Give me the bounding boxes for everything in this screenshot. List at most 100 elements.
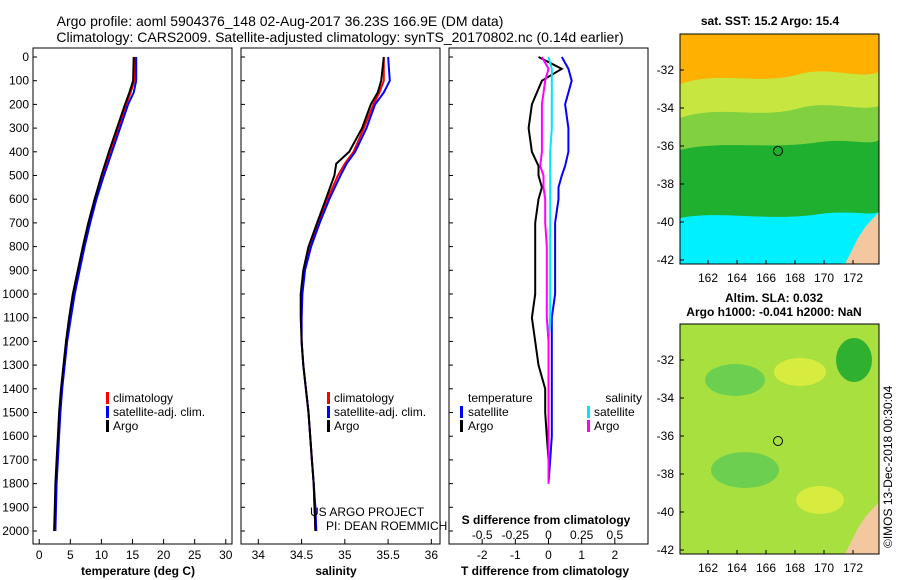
legend-label-t-satellite: satellite — [468, 405, 509, 419]
legend-swatch-s-argo — [587, 420, 590, 432]
series-line-satellite-adj-clim- — [54, 57, 138, 532]
sla-map-title-2: Argo h1000: -0.041 h2000: NaN — [686, 305, 861, 319]
x-tick-label: 34.5 — [290, 548, 314, 562]
depth-tick-label: 1600 — [2, 429, 29, 443]
lon-tick-label: 166 — [756, 561, 776, 575]
sla-low-blob — [705, 364, 765, 396]
legend-swatch-climatology — [106, 392, 109, 404]
depth-tick-label: 1000 — [2, 287, 29, 301]
difference-legend-right: salinity satellite Argo — [587, 391, 642, 433]
legend-title-temperature: temperature — [468, 391, 533, 405]
depth-tick-label: 800 — [9, 240, 29, 254]
series-line-climatology — [300, 57, 385, 532]
legend-label-climatology: climatology — [334, 391, 394, 405]
x-tick-label: 30 — [219, 548, 233, 562]
x-tick-label: 5 — [67, 548, 74, 562]
lon-tick-label: 164 — [727, 271, 747, 285]
lat-tick-label: -34 — [657, 101, 675, 115]
depth-tick-label: 300 — [9, 121, 29, 135]
s-tick-label: 0.5 — [606, 528, 623, 542]
lat-tick-label: -32 — [657, 63, 675, 77]
land-patch — [845, 502, 879, 554]
depth-tick-label: 200 — [9, 97, 29, 111]
x-tick-label: 34 — [252, 548, 266, 562]
depth-tick-label: 2000 — [2, 524, 29, 538]
sla-map-frame — [679, 323, 880, 555]
x-tick-label: 1 — [578, 548, 585, 562]
lat-tick-label: -34 — [657, 391, 675, 405]
depth-tick-label: 0 — [22, 50, 29, 64]
x-tick-label: -2 — [477, 548, 488, 562]
sst-map: 162 164 166 168 170 172 -32 -34 -36 -38 -40 -42 — [657, 33, 880, 285]
temperature-x-axis: 0 5 10 15 20 25 30 — [36, 539, 233, 562]
lon-tick-label: 168 — [785, 561, 805, 575]
temperature-panel-frame — [32, 47, 233, 545]
salinity-xlabel: salinity — [315, 564, 357, 578]
depth-tick-label: 1100 — [3, 311, 29, 325]
x-tick-label: 36 — [425, 548, 439, 562]
land-patch — [845, 212, 879, 264]
sla-low-blob — [836, 338, 872, 382]
legend-swatch-argo — [106, 420, 109, 432]
x-tick-label: 20 — [157, 548, 171, 562]
sst-map-title: sat. SST: 15.2 Argo: 15.4 — [701, 14, 840, 28]
argo-location-marker — [773, 436, 783, 446]
legend-swatch-satellite — [106, 406, 109, 418]
difference-top-label: S difference from climatology — [462, 513, 631, 527]
depth-tick-label: 400 — [9, 145, 29, 159]
sst-cold-band — [680, 212, 879, 264]
sla-high-blob — [774, 358, 826, 386]
legend-swatch-s-satellite — [587, 406, 590, 418]
lat-tick-label: -42 — [657, 253, 675, 267]
lon-tick-label: 172 — [843, 561, 863, 575]
legend-swatch-argo — [327, 420, 330, 432]
difference-xlabel: T difference from climatology — [461, 564, 629, 578]
s-tick-label: -0.25 — [502, 528, 530, 542]
depth-tick-label: 1800 — [2, 477, 29, 491]
legend-swatch-t-argo — [460, 420, 463, 432]
lat-tick-label: -32 — [657, 353, 675, 367]
depth-tick-label: 700 — [9, 216, 29, 230]
sla-map: 162 164 166 168 170 172 -32 -34 -36 -38 -40 -42 — [657, 323, 880, 575]
legend-label-argo: Argo — [113, 419, 139, 433]
sst-map-frame — [679, 33, 880, 265]
depth-tick-label: 1300 — [2, 358, 29, 372]
s-tick-label: -0.5 — [472, 528, 493, 542]
depth-tick-label: 1200 — [2, 334, 29, 348]
legend-label-satellite: satellite-adj. clim. — [334, 405, 426, 419]
lon-tick-label: 172 — [843, 271, 863, 285]
legend-title-salinity: salinity — [605, 391, 642, 405]
title-line-2: Climatology: CARS2009. Satellite-adjuste… — [56, 29, 623, 45]
x-tick-label: 2 — [611, 548, 618, 562]
x-tick-label: 15 — [126, 548, 140, 562]
depth-tick-label: 1400 — [2, 382, 29, 396]
lon-tick-label: 164 — [727, 561, 747, 575]
credit-pi: PI: DEAN ROEMMICH — [326, 519, 447, 533]
temperature-legend: climatology satellite-adj. clim. Argo — [106, 391, 205, 433]
difference-legend-left: temperature satellite Argo — [460, 391, 533, 433]
legend-label-s-argo: Argo — [594, 419, 620, 433]
legend-swatch-climatology — [327, 392, 330, 404]
sla-map-title-1: Altim. SLA: 0.032 — [725, 291, 823, 305]
series-line-satellite-adj-clim- — [300, 56, 391, 532]
lon-tick-label: 170 — [814, 561, 834, 575]
series-line-argo — [299, 56, 385, 532]
depth-tick-label: 900 — [9, 263, 29, 277]
series-line-t-argo — [527, 56, 564, 484]
legend-swatch-t-satellite — [460, 406, 463, 418]
lat-tick-label: -38 — [657, 467, 675, 481]
temperature-xlabel: temperature (deg C) — [81, 564, 195, 578]
lon-tick-label: 166 — [756, 271, 776, 285]
s-tick-label: 0.25 — [570, 528, 594, 542]
x-tick-label: 10 — [95, 548, 109, 562]
lon-tick-label: 162 — [698, 561, 718, 575]
series-line-t-satellite — [547, 56, 573, 484]
sla-high-blob — [796, 486, 844, 514]
legend-label-climatology: climatology — [113, 391, 173, 405]
x-tick-label: 25 — [188, 548, 202, 562]
depth-tick-label: 100 — [9, 74, 29, 88]
legend-label-t-argo: Argo — [468, 419, 494, 433]
sla-low-blob — [711, 452, 779, 488]
lon-tick-label: 162 — [698, 271, 718, 285]
profile-lines — [53, 56, 573, 532]
